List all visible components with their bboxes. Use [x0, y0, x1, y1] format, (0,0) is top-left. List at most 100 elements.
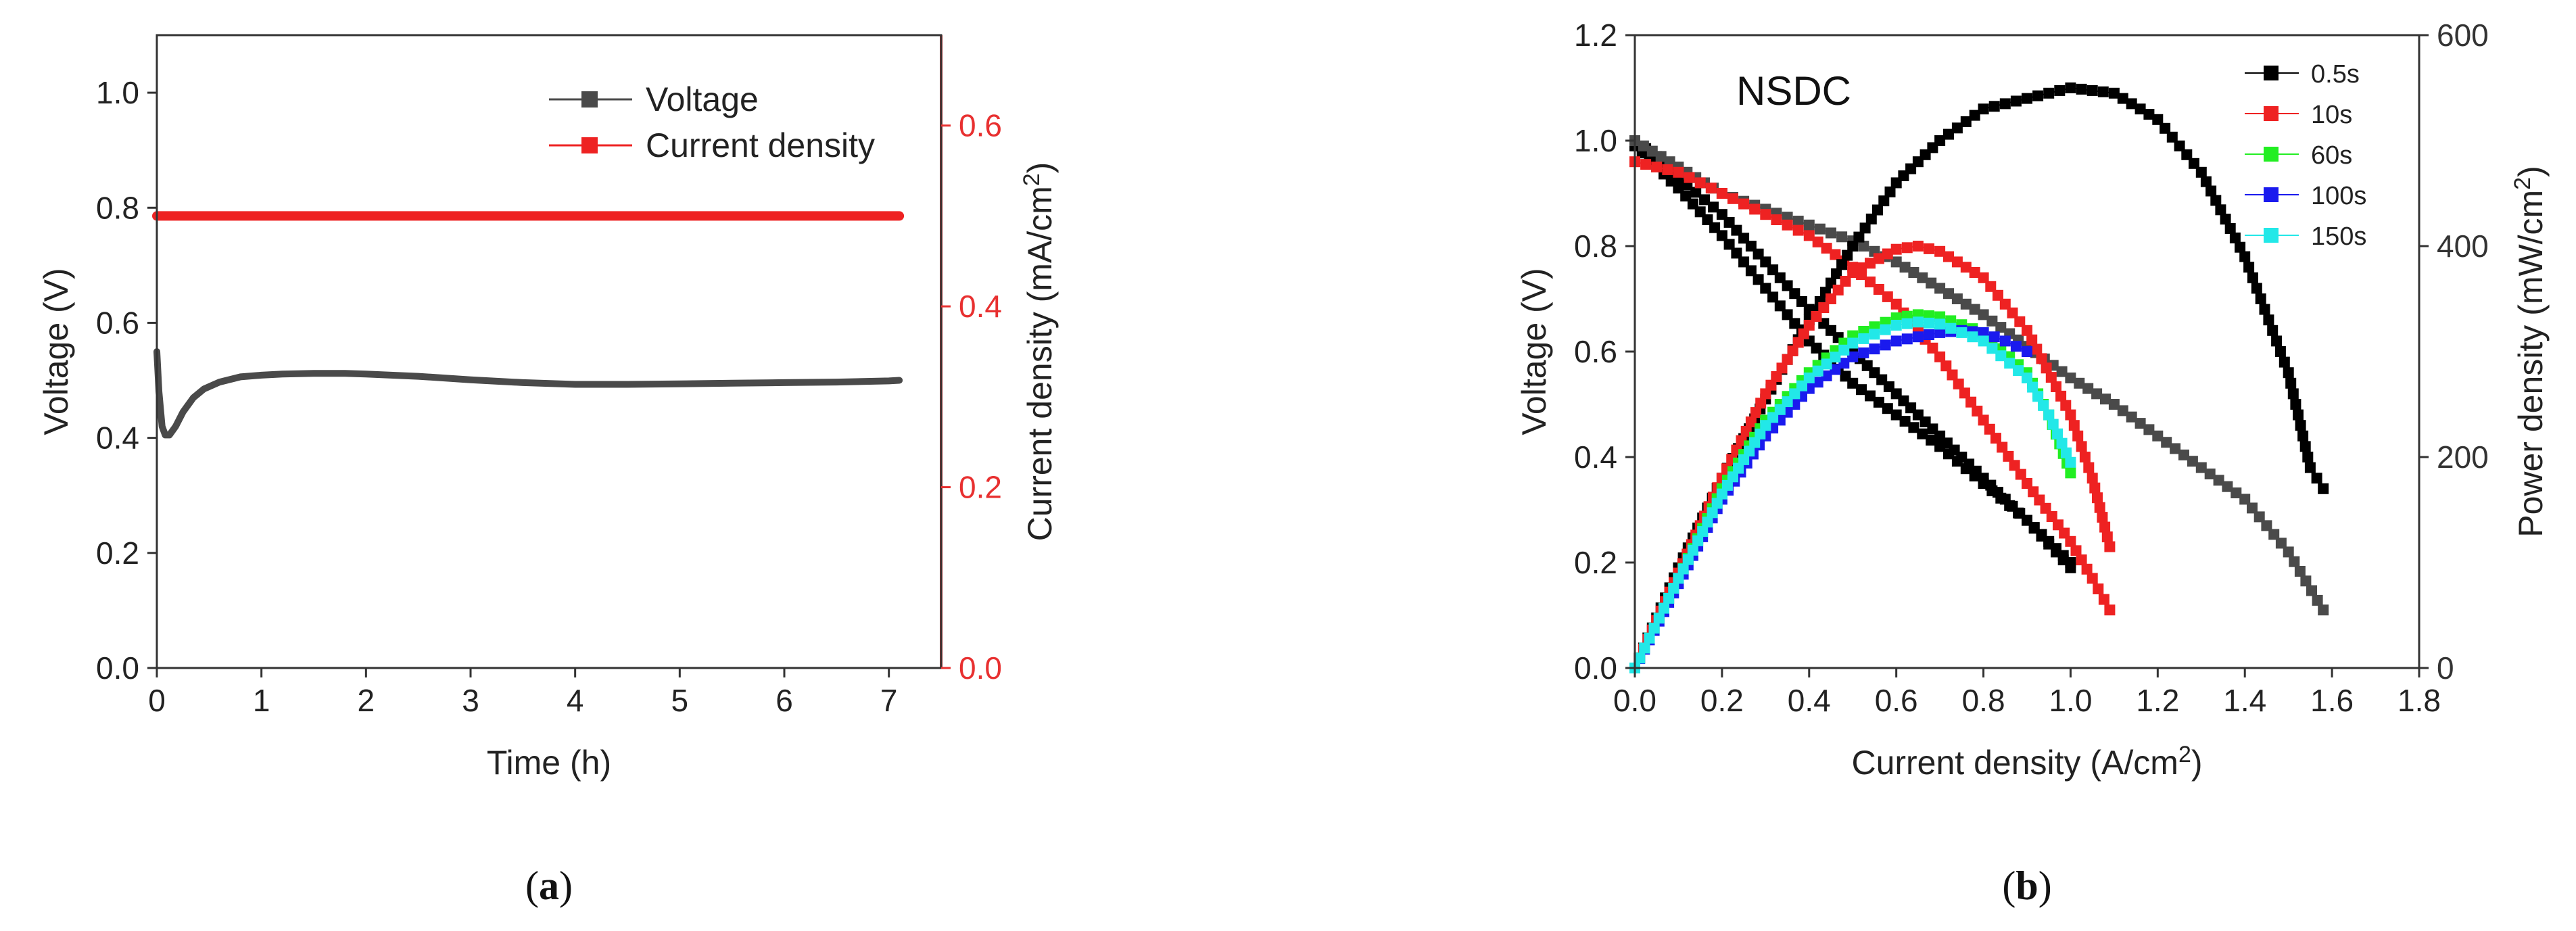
power-curve-10s-point — [2045, 372, 2057, 383]
voltage-curve-0.5s-gray-point — [2294, 566, 2306, 577]
voltage-curve-0.5s-gray-point — [2056, 366, 2068, 377]
voltage-curve-0.5s-gray-point — [1826, 227, 1836, 239]
power-curve-0.5s-point — [2304, 462, 2316, 473]
voltage-curve-0.5s-gray-point — [1978, 309, 1989, 320]
voltage-curve-10s-point — [1684, 172, 1695, 183]
voltage-curve-10s-point — [2059, 527, 2070, 539]
power-curve-150s-point — [1711, 498, 1723, 509]
power-curve-0.5s-point — [1831, 268, 1842, 279]
voltage-curve-0.5s-point — [1723, 239, 1735, 250]
voltage-curve-0.5s-point — [1908, 422, 1919, 433]
power-curve-10s-point — [2089, 482, 2101, 494]
panel-a-frame — [156, 34, 943, 669]
voltage-curve-10s-point — [1705, 183, 1717, 194]
voltage-curve-0.5s-gray-point — [2247, 502, 2258, 514]
voltage-curve-10s-point — [2028, 486, 2039, 498]
voltage-curve-0.5s-point — [1782, 309, 1793, 320]
power-curve-150s-point — [1733, 462, 1744, 474]
voltage-curve-0.5s-gray-point — [2283, 546, 2294, 558]
voltage-curve-0.5s-point — [1926, 435, 1937, 446]
power-curve-150s-point — [1838, 344, 1850, 356]
voltage-curve-10s-point — [2022, 478, 2032, 489]
power-curve-100s-point — [2010, 341, 2022, 352]
power-curve-0.5s-point — [2318, 483, 2329, 494]
voltage-curve-0.5s-point — [1767, 291, 1779, 303]
voltage-curve-10s-point — [1673, 166, 1684, 178]
power-curve-10s-point — [1803, 320, 1815, 331]
power-curve-150s-point — [1945, 323, 1957, 334]
power-curve-10s-point — [1985, 281, 1997, 292]
power-curve-0.5s-point — [1878, 195, 1890, 207]
series-line-voltage — [153, 348, 903, 439]
voltage-curve-0.5s-gray-point — [2187, 456, 2198, 467]
power-curve-150s-point — [1687, 544, 1698, 556]
voltage-curve-0.5s-gray-point — [2074, 377, 2085, 389]
voltage-curve-0.5s-gray-point — [2134, 418, 2146, 429]
power-curve-150s-point — [1707, 507, 1718, 519]
power-curve-150s-point — [1677, 563, 1689, 575]
power-curve-0.5s-point — [1951, 122, 1963, 134]
power-curve-150s-point — [1967, 331, 1978, 343]
x-tick-label: 0 — [148, 683, 166, 718]
power-curve-0.5s-point — [1960, 116, 1972, 127]
y-tick-label: 0.6 — [1574, 334, 1617, 369]
voltage-curve-0.5s-gray-point — [2091, 388, 2103, 400]
power-curve-100s-point — [1880, 339, 1891, 351]
voltage-curve-0.5s-gray-point — [2231, 487, 2242, 498]
y-tick-label: 0.4 — [1574, 439, 1617, 475]
voltage-curve-10s-point — [1940, 360, 1952, 372]
voltage-curve-0.5s-point — [1789, 318, 1800, 329]
voltage-curve-0.5s-point — [1882, 403, 1893, 414]
legend-label-current-density: Current density — [646, 126, 875, 164]
voltage-curve-10s-point — [1972, 406, 1983, 416]
power-curve-150s-point — [1644, 632, 1655, 644]
power-curve-150s-point — [1847, 337, 1859, 349]
voltage-curve-0.5s-gray-point — [1986, 315, 1998, 327]
power-curve-100s-point — [1934, 327, 1946, 338]
legend-marker-100s — [2264, 187, 2279, 202]
voltage-curve-0.5s-gray-point — [2065, 373, 2076, 383]
voltage-curve-0.5s-gray-point — [2152, 430, 2164, 441]
power-curve-150s-point — [1995, 350, 2007, 362]
voltage-curve-0.5s-gray-point — [1943, 288, 1954, 300]
power-curve-0.5s-point — [2239, 251, 2251, 262]
voltage-curve-0.5s-point — [1856, 384, 1867, 396]
power-curve-150s-point — [1830, 352, 1841, 363]
legend-marker-60s — [2264, 147, 2279, 162]
voltage-curve-10s-point — [1760, 209, 1771, 220]
power-curve-0.5s-point — [2229, 232, 2241, 243]
voltage-curve-0.5s-gray-point — [1803, 219, 1815, 231]
power-curve-150s-point — [1956, 327, 1967, 338]
power-curve-10s-point — [1798, 328, 1809, 339]
voltage-curve-0.5s-gray-point — [2268, 529, 2280, 540]
panel-a-y2-axis-title: Current density (mA/cm2) — [1019, 162, 1059, 542]
panel-b-y-axis-title: Voltage (V) — [1515, 268, 1553, 435]
power-curve-0.5s-point — [2297, 430, 2309, 441]
voltage-curve-10s-point — [1990, 433, 2001, 444]
panel-b-plot-area — [1629, 82, 2329, 673]
voltage-curve-10s-point — [1771, 214, 1782, 225]
power-curve-10s-point — [1873, 253, 1884, 264]
power-curve-150s-point — [1673, 573, 1684, 584]
panel-b-y2-ticks: 0 200 400 600 — [2419, 18, 2489, 686]
voltage-curve-0.5s-gray-point — [2222, 481, 2233, 492]
voltage-curve-0.5s-gray-point — [1814, 223, 1826, 235]
voltage-curve-0.5s-gray-point — [2082, 383, 2094, 394]
power-curve-10s-point — [1750, 407, 1761, 419]
y-tick-label: 1.2 — [1574, 18, 1617, 53]
power-curve-150s-point — [2013, 365, 2024, 377]
voltage-curve-0.5s-gray-point — [2195, 462, 2207, 473]
power-curve-100s-point — [2022, 346, 2032, 357]
voltage-curve-0.5s-gray-point — [2239, 494, 2251, 505]
power-curve-10s-point — [2036, 353, 2047, 364]
power-curve-10s-point — [1890, 243, 1902, 255]
power-curve-150s-point — [2052, 428, 2064, 439]
power-curve-10s-point — [1792, 337, 1804, 348]
voltage-curve-0.5s-gray-point — [2143, 424, 2155, 435]
power-curve-10s-point — [1745, 416, 1757, 427]
power-curve-0.5s-point — [2299, 441, 2311, 452]
power-curve-0.5s-point — [2243, 262, 2255, 273]
voltage-curve-0.5s-gray-point — [2204, 469, 2216, 479]
voltage-curve-0.5s-point — [1752, 274, 1764, 285]
